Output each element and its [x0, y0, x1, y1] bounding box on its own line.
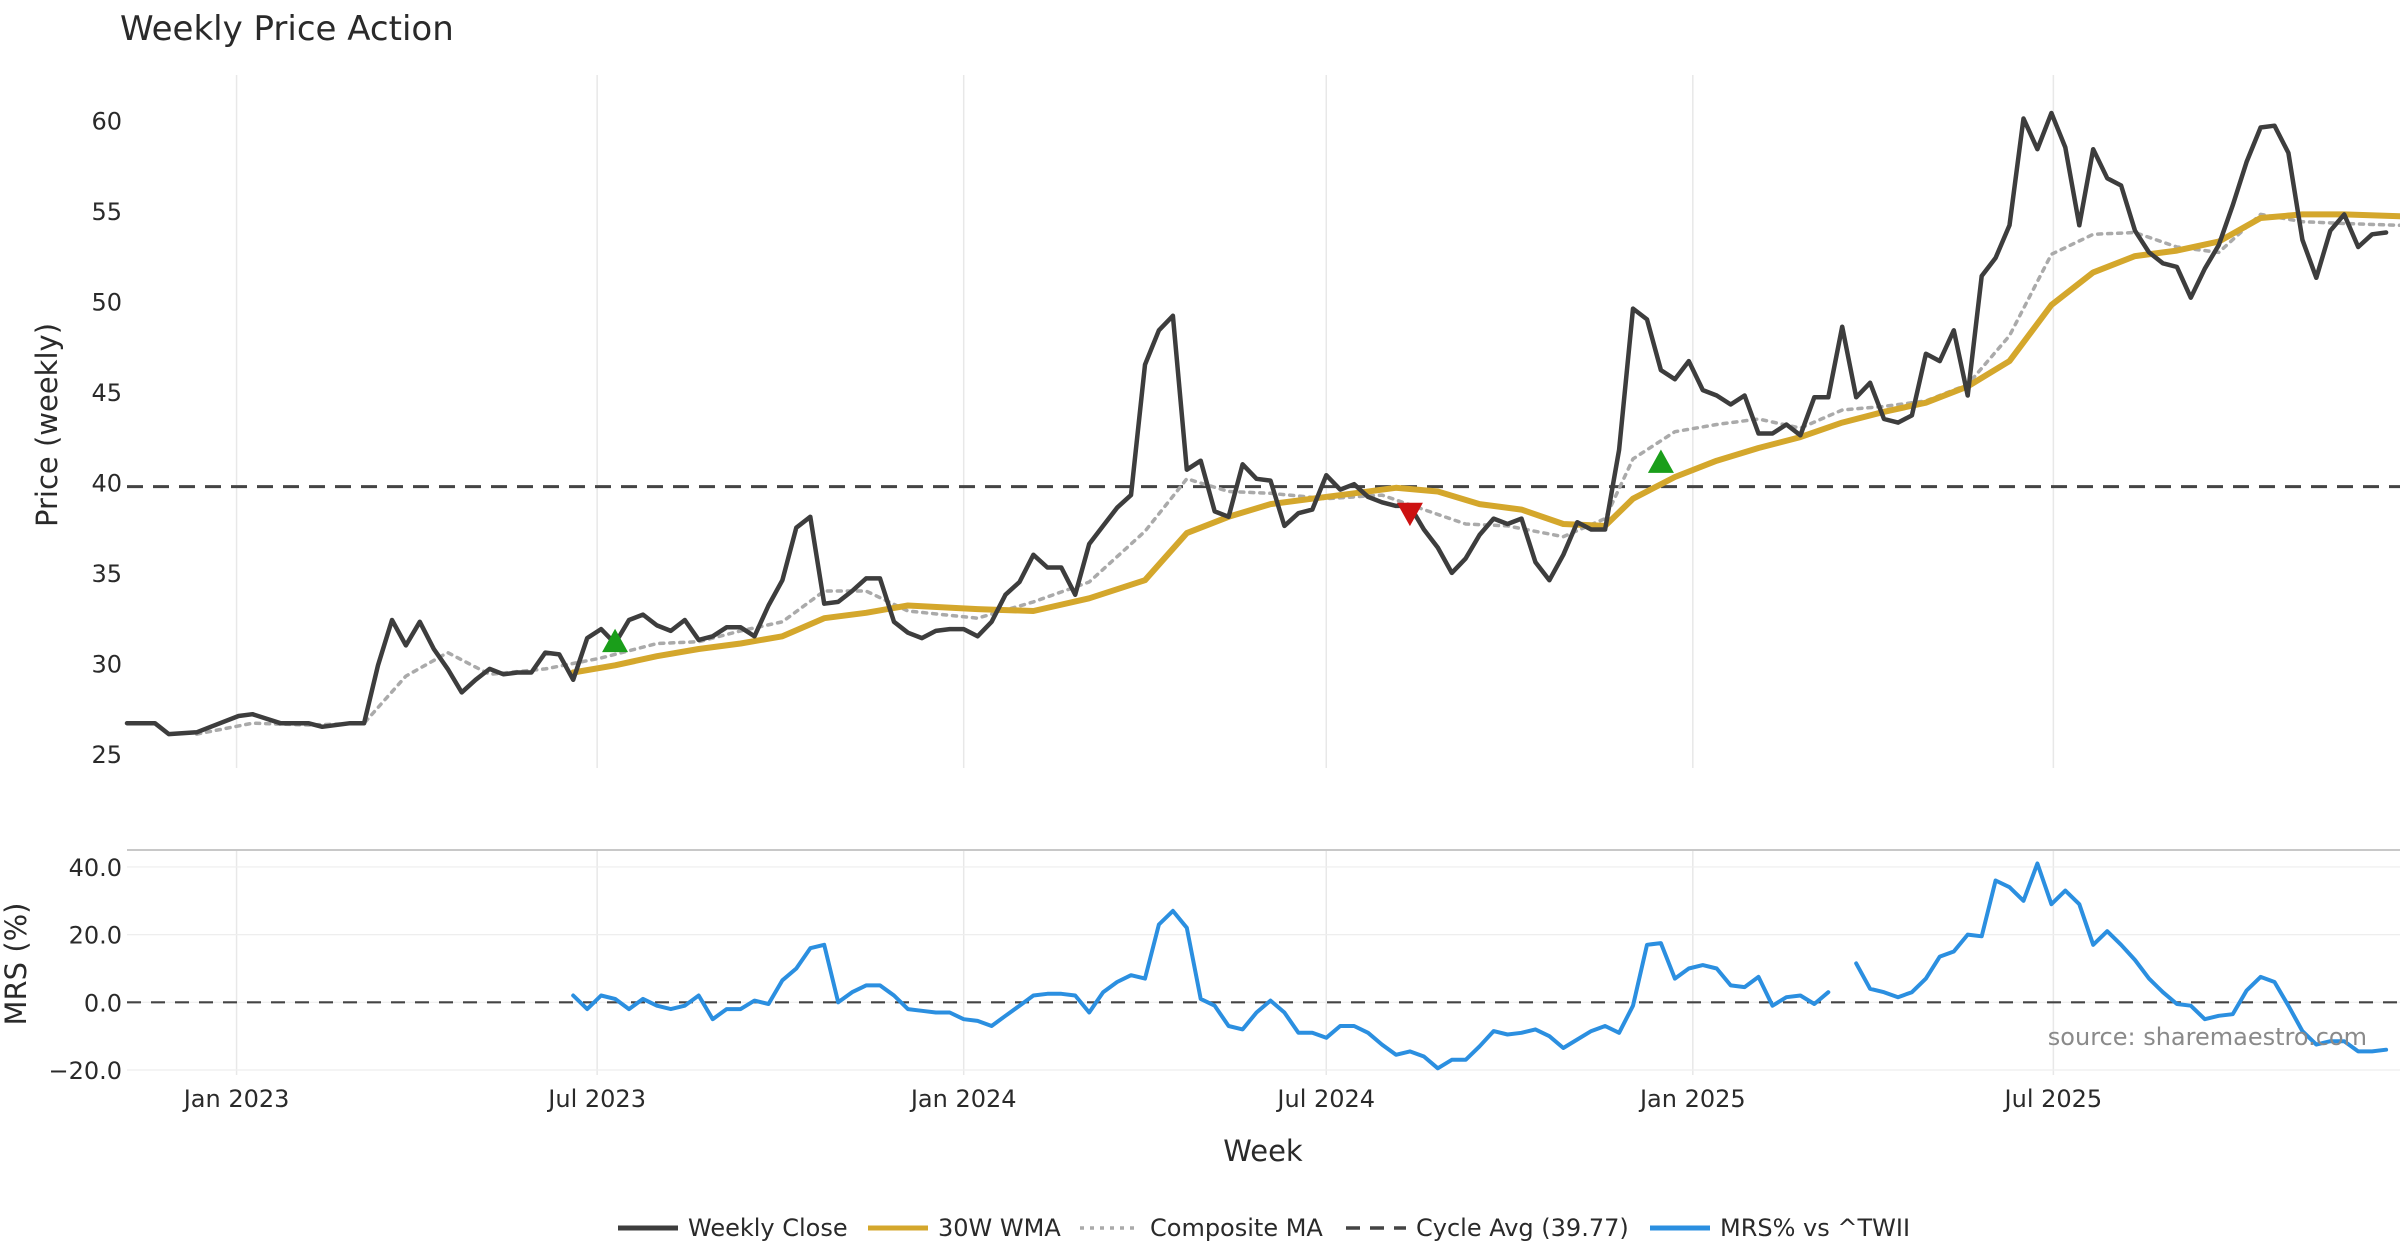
series-line-mrs	[571, 861, 2389, 1071]
x-tick-label: Jul 2025	[2003, 1085, 2103, 1113]
buy-signal-marker	[602, 628, 629, 653]
price-y-tick-label: 45	[91, 379, 122, 407]
sell-signal-marker	[1396, 502, 1423, 527]
series-line-weekly-close	[124, 110, 2389, 737]
price-y-tick-label: 55	[91, 198, 122, 226]
legend-label: Composite MA	[1150, 1214, 1323, 1242]
price-y-tick-label: 30	[91, 650, 122, 678]
source-note: source: sharemaestro.com	[2048, 1023, 2367, 1051]
chart-title: Weekly Price Action	[120, 9, 454, 49]
mrs-y-tick-label: 40.0	[69, 854, 122, 882]
price-panel: 25 30 35 40 45 50 55 60	[91, 75, 2400, 769]
x-tick-label: Jul 2023	[546, 1085, 646, 1113]
mrs-panel: Jan 2023 Jul 2023 Jan 2024 Jul 2024 Jan 2025…	[48, 849, 2400, 1113]
legend-label: Weekly Close	[688, 1214, 848, 1242]
price-y-tick-label: 50	[91, 288, 122, 316]
mrs-y-tick-label: −20.0	[48, 1057, 122, 1085]
legend-label: Cycle Avg (39.77)	[1416, 1214, 1629, 1242]
mrs-y-tick-label: 0.0	[84, 989, 122, 1017]
price-y-tick-label: 35	[91, 560, 122, 588]
x-axis-label: Week	[1223, 1134, 1303, 1168]
price-y-tick-label: 40	[91, 469, 122, 497]
legend-label: 30W WMA	[938, 1214, 1061, 1242]
series-line-composite-ma	[194, 212, 2400, 736]
x-tick-label: Jan 2024	[909, 1085, 1017, 1113]
legend-label: MRS% vs ^TWII	[1720, 1214, 1910, 1242]
buy-signal-marker	[1647, 449, 1674, 473]
x-tick-label: Jul 2024	[1275, 1085, 1375, 1113]
series-line-30w-wma	[570, 211, 2400, 676]
mrs-y-axis-label: MRS (%)	[0, 903, 33, 1026]
legend: Weekly Close 30W WMA Composite MA Cycle Avg…	[618, 1214, 1910, 1242]
price-y-axis-label: Price (weekly)	[30, 323, 64, 527]
price-y-tick-label: 60	[91, 107, 122, 135]
x-tick-label: Jan 2023	[182, 1085, 290, 1113]
x-tick-label: Jan 2025	[1638, 1085, 1746, 1113]
mrs-y-tick-label: 20.0	[69, 922, 122, 950]
price-y-tick-label: 25	[91, 741, 122, 769]
